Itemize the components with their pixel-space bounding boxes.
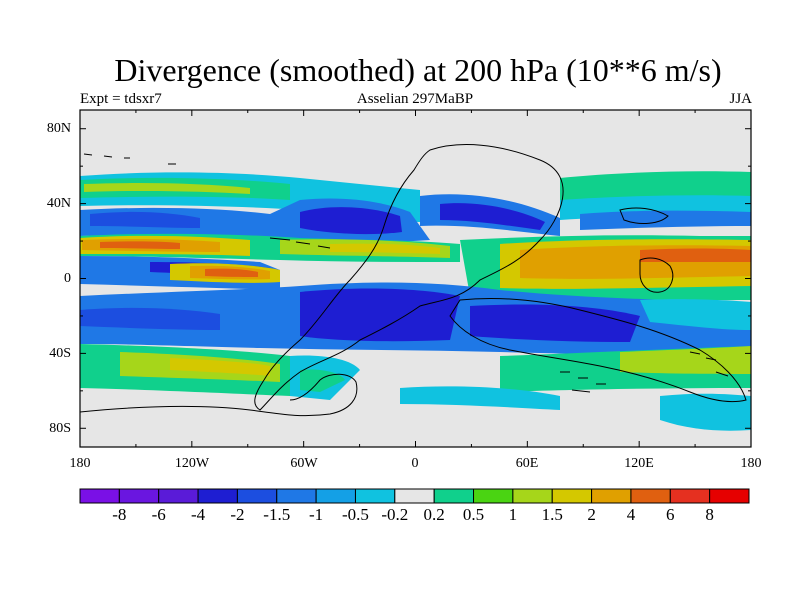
coast-dash-4: [689, 351, 729, 377]
season-label: JJA: [729, 91, 752, 107]
colorbar-label: -0.5: [342, 505, 369, 524]
coast-dash-2: [560, 371, 606, 393]
contour-darkblue-south-east: [470, 304, 640, 342]
colorbar-label: 2: [587, 505, 596, 524]
colorbar-swatch: [591, 488, 632, 504]
colorbar-label: 8: [705, 505, 714, 524]
colorbar-label: -8: [112, 505, 127, 524]
colorbar-swatch: [394, 488, 435, 504]
colorbar-swatch: [236, 488, 278, 504]
divergence-field: [80, 171, 751, 431]
lat-label-80s: 80S: [49, 421, 71, 436]
contour-red-indopacific: [640, 248, 751, 262]
contour-yellowgreen-north: [84, 183, 250, 194]
colorbar-swatch: [551, 488, 593, 504]
lat-label-40s: 40S: [49, 346, 71, 361]
contour-darkblue-europe: [440, 203, 545, 230]
contour-cyan-southeast-far: [660, 393, 751, 431]
colorbar-swatch: [158, 488, 199, 504]
coast-dash-1: [83, 153, 176, 165]
colorbar-swatch: [433, 488, 475, 504]
colorbar: [79, 488, 750, 504]
island-outline-east: [639, 257, 674, 293]
lon-label-180w: 180: [69, 456, 91, 471]
contour-darkblue-south-west: [80, 307, 220, 330]
contour-orange-south: [170, 358, 270, 376]
contour-yellow-south-east: [620, 346, 751, 374]
colorbar-label: 0.2: [423, 505, 445, 524]
axis-ticks: [79, 110, 752, 447]
colorbar-label: -2: [230, 505, 245, 524]
contour-blue-northeast: [580, 210, 751, 230]
period-label: Asselian 297MaBP: [356, 91, 474, 107]
lon-label-120e: 120E: [624, 456, 654, 471]
lat-label-40n: 40N: [46, 196, 71, 211]
contour-red-equator-west: [100, 241, 180, 249]
contour-green-northeast: [560, 171, 751, 202]
contour-green-southwest: [300, 369, 345, 392]
coastlines: [80, 144, 747, 417]
colorbar-swatch: [315, 488, 356, 504]
colorbar-swatch: [276, 488, 317, 504]
colorbar-swatch: [354, 488, 396, 504]
colorbar-label: 1.5: [541, 505, 563, 524]
continent-outline-south: [449, 297, 747, 403]
colorbar-label: -0.2: [381, 505, 409, 524]
contour-darkblue-40n: [300, 207, 402, 235]
plot-title: Divergence (smoothed) at 200 hPa (10**6 …: [114, 52, 722, 88]
colorbar-swatch: [79, 488, 120, 504]
contour-darkblue-south: [300, 288, 460, 342]
colorbar-label: 0.5: [462, 505, 485, 524]
colorbar-swatch: [512, 488, 553, 504]
colorbar-label: 6: [666, 505, 675, 524]
colorbar-swatch: [630, 488, 671, 504]
colorbar-swatch: [197, 488, 238, 504]
contour-orange-atlantic: [330, 243, 440, 254]
colorbar-swatch: [669, 488, 711, 504]
lon-label-120w: 120W: [174, 456, 210, 471]
lat-label-0: 0: [64, 271, 71, 286]
contour-cyan-south: [640, 299, 751, 330]
continent-outline-main: [254, 144, 564, 411]
colorbar-label: -1: [309, 505, 324, 524]
lon-label-60w: 60W: [290, 456, 318, 471]
contour-cyan-south-far: [400, 386, 560, 410]
island-outline-north: [619, 207, 669, 224]
coast-dash-3: [269, 237, 331, 249]
contour-darkblue-40n-west: [90, 211, 200, 228]
experiment-label: Expt = tdsxr7: [80, 91, 162, 107]
colorbar-label: 1: [508, 505, 518, 524]
colorbar-label: -4: [190, 505, 206, 524]
lon-label-180e: 180: [740, 456, 762, 471]
colorbar-label: 4: [626, 505, 636, 524]
lat-label-80n: 80N: [46, 121, 71, 136]
lon-label-60e: 60E: [515, 456, 539, 471]
colorbar-swatch: [709, 488, 750, 504]
colorbar-label: -1.5: [263, 505, 291, 524]
colorbar-swatch: [118, 488, 160, 504]
colorbar-label: -6: [151, 505, 166, 524]
antarctic-outline: [80, 373, 358, 417]
contour-red-equator-central: [205, 268, 258, 277]
colorbar-swatch: [473, 488, 514, 504]
lon-label-0: 0: [411, 456, 419, 471]
